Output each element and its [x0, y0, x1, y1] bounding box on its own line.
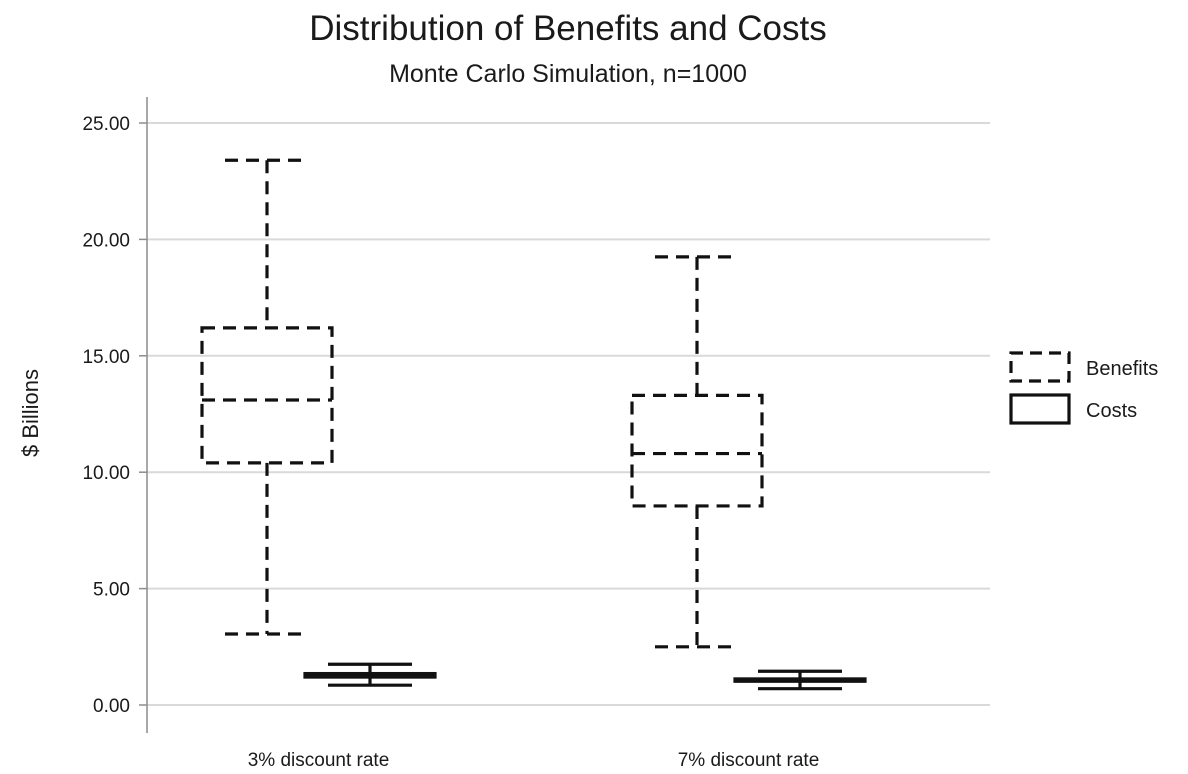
- x-tick-label: 7% discount rate: [678, 750, 820, 771]
- chart-title: Distribution of Benefits and Costs: [309, 9, 826, 48]
- costs-box-2: [733, 669, 867, 691]
- x-axis-ticks: 3% discount rate 7% discount rate: [248, 750, 820, 771]
- legend-swatch-costs: [1009, 393, 1071, 425]
- benefits-box-1: [200, 158, 334, 636]
- chart-subtitle: Monte Carlo Simulation, n=1000: [389, 60, 747, 88]
- gridlines: [147, 122, 990, 706]
- boxes: [200, 158, 867, 691]
- costs-box-1: [303, 662, 437, 687]
- y-tick-label: 10.00: [82, 463, 130, 484]
- x-tick-label: 3% discount rate: [248, 750, 390, 771]
- y-tick-label: 20.00: [82, 230, 130, 251]
- y-axis-ticks: 0.00 5.00 10.00 15.00 20.00 25.00: [82, 114, 147, 717]
- legend-swatch-benefits: [1009, 351, 1071, 383]
- legend-label-benefits: Benefits: [1086, 358, 1158, 380]
- iqr-box: [630, 393, 764, 508]
- y-tick-label: 15.00: [82, 347, 130, 368]
- y-tick-label: 0.00: [93, 696, 130, 717]
- y-tick-label: 5.00: [93, 580, 130, 601]
- iqr-box: [200, 326, 334, 465]
- benefits-box-2: [630, 255, 764, 649]
- y-axis-label: $ Billions: [18, 369, 43, 457]
- y-tick-label: 25.00: [82, 114, 130, 135]
- legend: Benefits Costs: [1009, 351, 1158, 425]
- legend-label-costs: Costs: [1086, 400, 1137, 422]
